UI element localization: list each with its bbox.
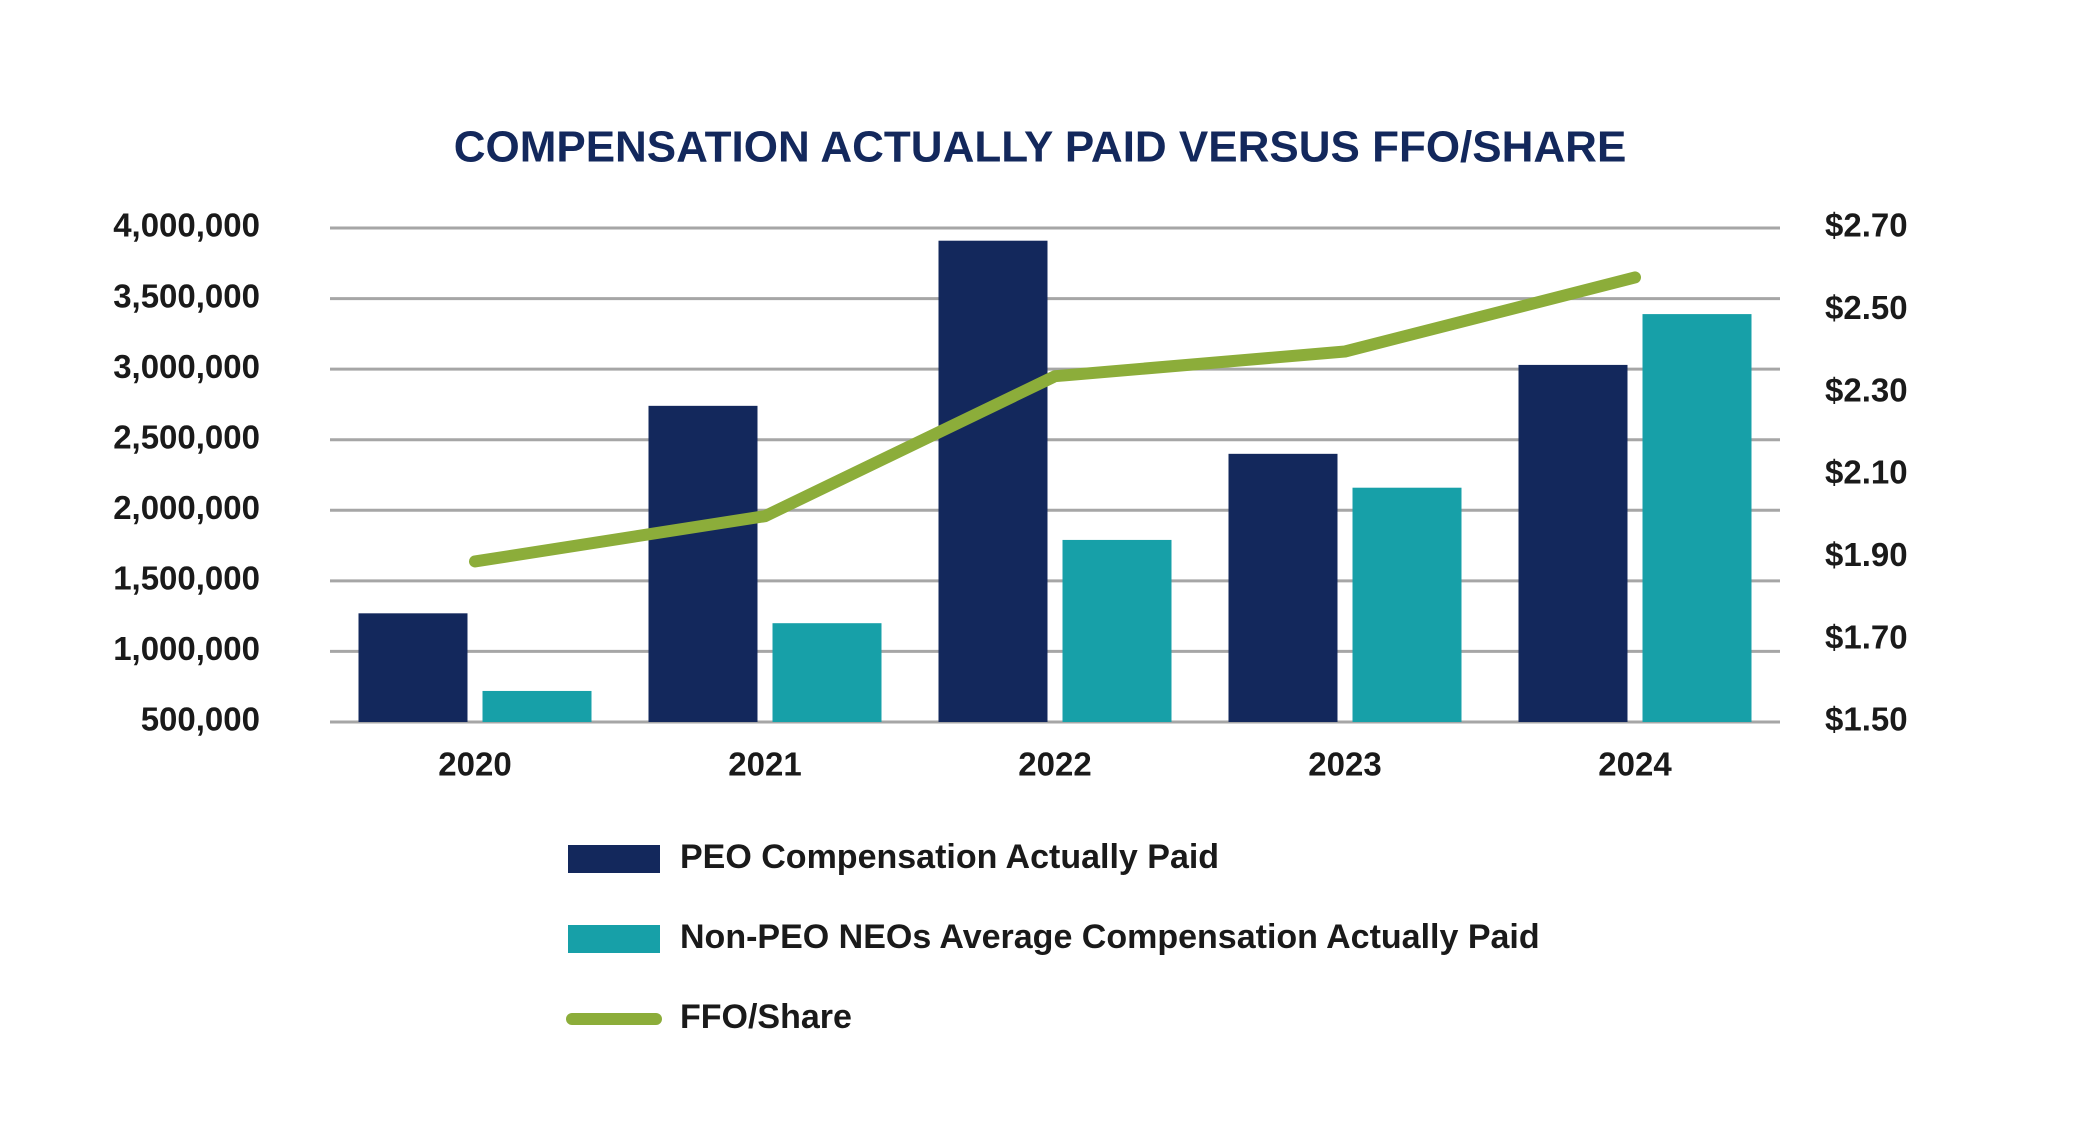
- bar: [1642, 314, 1752, 722]
- bar: [482, 690, 592, 722]
- legend-label: FFO/Share: [680, 998, 852, 1036]
- bar: [1062, 539, 1172, 722]
- line: [469, 271, 1641, 568]
- bar: [358, 613, 468, 722]
- y-tick-label: 2,500,000: [113, 418, 260, 455]
- bar: [648, 405, 758, 722]
- y2-tick-label: $2.50: [1825, 289, 1908, 326]
- y2-tick-label: $1.50: [1825, 701, 1908, 738]
- y-tick-label: 1,500,000: [113, 560, 260, 597]
- y-tick-label: 2,000,000: [113, 489, 260, 526]
- bar: [1228, 453, 1338, 722]
- bar: [1518, 364, 1628, 722]
- legend-swatch: [568, 845, 660, 873]
- x-tick-label: 2021: [728, 746, 801, 783]
- bar: [772, 623, 882, 722]
- x-tick-label: 2020: [438, 746, 511, 783]
- y2-tick-label: $1.90: [1825, 536, 1908, 573]
- y-tick-label: 3,500,000: [113, 277, 260, 314]
- y2-tick-label: $1.70: [1825, 618, 1908, 655]
- y2-tick-label: $2.30: [1825, 371, 1908, 408]
- legend-label: PEO Compensation Actually Paid: [680, 838, 1219, 876]
- x-tick-label: 2024: [1598, 746, 1672, 783]
- legend-label: Non-PEO NEOs Average Compensation Actual…: [680, 918, 1540, 956]
- y-tick-label: 3,000,000: [113, 348, 260, 385]
- legend-swatch: [568, 925, 660, 953]
- chart-title: COMPENSATION ACTUALLY PAID VERSUS FFO/SH…: [454, 123, 1627, 172]
- bar: [1352, 487, 1462, 722]
- y-tick-label: 500,000: [141, 701, 260, 738]
- bar: [938, 240, 1048, 722]
- y2-tick-label: $2.10: [1825, 454, 1908, 491]
- x-tick-label: 2023: [1308, 746, 1381, 783]
- y-tick-label: 4,000,000: [113, 207, 260, 244]
- x-tick-label: 2022: [1018, 746, 1091, 783]
- y2-tick-label: $2.70: [1825, 207, 1908, 244]
- y-tick-label: 1,000,000: [113, 630, 260, 667]
